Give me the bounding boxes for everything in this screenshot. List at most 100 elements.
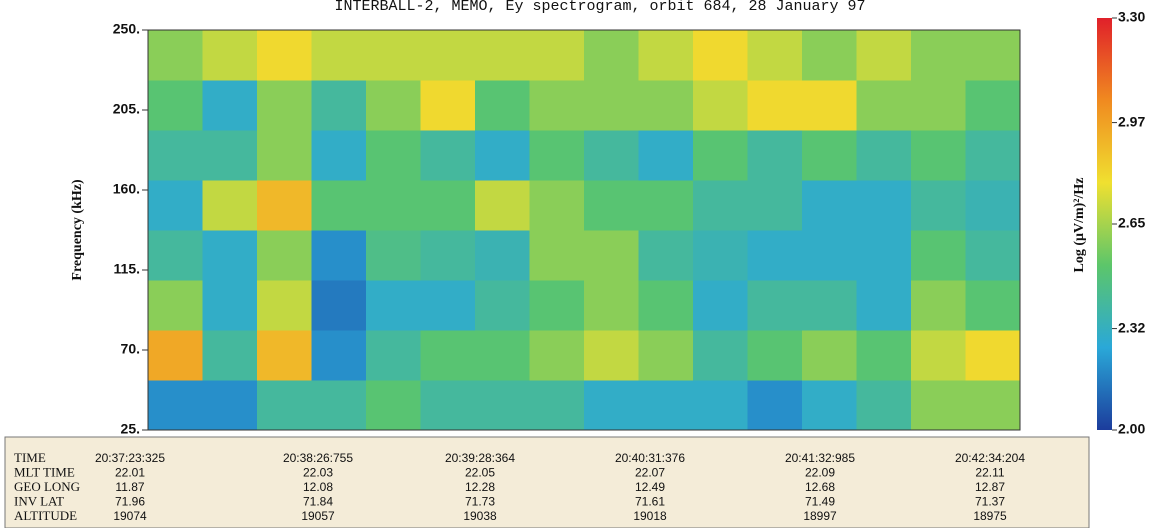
- heatmap-cell: [856, 130, 912, 181]
- heatmap-cell: [529, 30, 585, 81]
- colorbar-tick-label: 2.00: [1118, 421, 1145, 437]
- ephemeris-value: 20:38:26:755: [283, 451, 353, 465]
- plot-frame: [147, 29, 1021, 431]
- heatmap-cell: [311, 30, 367, 81]
- heatmap-cell: [420, 280, 476, 331]
- heatmap-cell: [420, 180, 476, 231]
- heatmap-cell: [584, 130, 639, 181]
- heatmap-cell: [584, 180, 639, 231]
- heatmap-cell: [802, 330, 857, 381]
- heatmap-cell: [475, 80, 530, 131]
- heatmap-cell: [420, 80, 476, 131]
- heatmap-cell: [420, 330, 476, 381]
- heatmap-cell: [366, 330, 421, 381]
- heatmap-cell: [747, 130, 803, 181]
- heatmap-cell: [202, 180, 258, 231]
- y-tick-label: 115.: [114, 261, 140, 277]
- heatmap-cell: [911, 380, 966, 431]
- heatmap-cell: [366, 180, 421, 231]
- heatmap-cell: [638, 380, 694, 431]
- heatmap-cell: [148, 80, 203, 131]
- heatmap-cell: [693, 30, 748, 81]
- heatmap-cell: [257, 230, 312, 281]
- heatmap-cell: [693, 280, 748, 331]
- heatmap-cell: [693, 180, 748, 231]
- heatmap-cell: [965, 130, 1021, 181]
- heatmap-cell: [257, 130, 312, 181]
- heatmap-cell: [802, 80, 857, 131]
- ephemeris-value: 18975: [973, 509, 1007, 523]
- heatmap-cell: [584, 30, 639, 81]
- heatmap-cell: [965, 280, 1021, 331]
- heatmap-cell: [475, 380, 530, 431]
- ephemeris-box: [4, 436, 1090, 528]
- heatmap-cell: [475, 330, 530, 381]
- heatmap-cell: [257, 330, 312, 381]
- heatmap-cell: [911, 30, 966, 81]
- heatmap-cell: [148, 330, 203, 381]
- ephemeris-value: 20:42:34:204: [955, 451, 1025, 465]
- heatmap-cell: [420, 380, 476, 431]
- colorbar-tick-label: 3.30: [1118, 9, 1145, 25]
- ephemeris-row-label: ALTITUDE: [14, 508, 77, 523]
- heatmap-cell: [856, 330, 912, 381]
- heatmap-cell: [529, 280, 585, 331]
- heatmap-cell: [420, 230, 476, 281]
- colorbar-label: Log (μV/m)²/Hz: [1072, 178, 1087, 273]
- y-tick-label: 25.: [121, 421, 140, 437]
- heatmap-cell: [475, 280, 530, 331]
- ephemeris-value: 71.96: [115, 495, 145, 509]
- heatmap-cell: [802, 130, 857, 181]
- y-tick-label: 250.: [113, 21, 140, 37]
- heatmap-cell: [257, 180, 312, 231]
- heatmap-cell: [747, 280, 803, 331]
- heatmap-cell: [584, 230, 639, 281]
- ephemeris-value: 19057: [301, 509, 335, 523]
- heatmap-cell: [802, 230, 857, 281]
- ephemeris-value: 12.28: [465, 480, 495, 494]
- heatmap-cell: [529, 330, 585, 381]
- heatmap-cell: [420, 30, 476, 81]
- heatmap-cell: [693, 380, 748, 431]
- heatmap-cell: [148, 130, 203, 181]
- y-axis-label: Frequency (kHz): [70, 179, 85, 281]
- y-tick-label: 160.: [113, 181, 140, 197]
- heatmap-cell: [475, 230, 530, 281]
- y-tick-label: 70.: [121, 341, 140, 357]
- heatmap-cell: [638, 180, 694, 231]
- ephemeris-value: 20:39:28:364: [445, 451, 515, 465]
- ephemeris-value: 22.05: [465, 466, 495, 480]
- ephemeris-value: 18997: [803, 509, 837, 523]
- heatmap-cell: [529, 380, 585, 431]
- heatmap-cell: [911, 180, 966, 231]
- heatmap-cell: [202, 280, 258, 331]
- heatmap-cell: [911, 330, 966, 381]
- heatmap-cell: [747, 180, 803, 231]
- heatmap-cell: [965, 230, 1021, 281]
- heatmap-cell: [148, 380, 203, 431]
- heatmap-cell: [311, 280, 367, 331]
- heatmap-cell: [257, 280, 312, 331]
- ephemeris-value: 71.84: [303, 495, 333, 509]
- heatmap-cell: [148, 180, 203, 231]
- heatmap-cell: [856, 180, 912, 231]
- heatmap-cell: [202, 30, 258, 81]
- heatmap-cell: [693, 330, 748, 381]
- heatmap-cell: [584, 330, 639, 381]
- heatmap-cell: [366, 230, 421, 281]
- heatmap-cell: [148, 230, 203, 281]
- heatmap-cell: [965, 330, 1021, 381]
- heatmap-cell: [366, 380, 421, 431]
- heatmap-cell: [747, 30, 803, 81]
- heatmap-cell: [584, 380, 639, 431]
- heatmap-cell: [257, 30, 312, 81]
- colorbar: [1097, 18, 1112, 430]
- ephemeris-value: 22.09: [805, 466, 835, 480]
- ephemeris-value: 19038: [463, 509, 497, 523]
- heatmap-cell: [366, 280, 421, 331]
- heatmap-cell: [802, 180, 857, 231]
- heatmap-cell: [638, 80, 694, 131]
- heatmap-cell: [638, 280, 694, 331]
- heatmap-cell: [965, 30, 1021, 81]
- heatmap-cell: [202, 230, 258, 281]
